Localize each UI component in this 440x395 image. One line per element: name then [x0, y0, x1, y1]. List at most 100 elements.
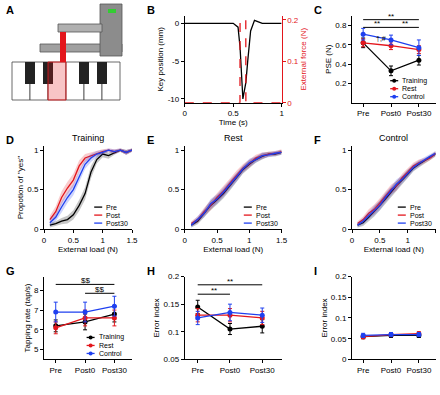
svg-text:I: I — [314, 265, 317, 277]
svg-text:0.8: 0.8 — [335, 21, 347, 30]
svg-text:1.5: 1.5 — [276, 236, 288, 245]
svg-text:Propotion of "yes": Propotion of "yes" — [16, 156, 25, 220]
svg-text:Error index: Error index — [320, 298, 329, 337]
svg-text:Post30: Post30 — [106, 220, 128, 227]
svg-text:C: C — [314, 4, 322, 16]
svg-text:0: 0 — [175, 19, 180, 28]
svg-text:0: 0 — [287, 99, 292, 108]
svg-text:0.1: 0.1 — [287, 57, 299, 66]
svg-text:0: 0 — [183, 236, 188, 245]
svg-text:0.5: 0.5 — [168, 185, 180, 194]
svg-text:Pre: Pre — [256, 204, 267, 211]
svg-text:$$: $$ — [81, 276, 90, 285]
svg-text:External load (N): External load (N) — [364, 245, 424, 254]
svg-text:Training: Training — [99, 333, 124, 341]
svg-text:Post30: Post30 — [102, 366, 127, 375]
svg-text:F: F — [314, 134, 321, 146]
svg-text:Rest: Rest — [99, 342, 113, 349]
svg-text:Post0: Post0 — [381, 109, 402, 118]
svg-text:Control: Control — [402, 93, 425, 100]
svg-text:Time (s): Time (s) — [219, 118, 248, 127]
svg-text:5: 5 — [34, 345, 39, 354]
svg-text:H: H — [147, 265, 155, 277]
svg-text:8: 8 — [34, 286, 39, 295]
svg-text:E: E — [147, 134, 154, 146]
svg-text:0: 0 — [342, 355, 347, 364]
svg-text:1.5: 1.5 — [126, 236, 138, 245]
svg-text:-10: -10 — [168, 95, 180, 104]
svg-text:0.5: 0.5 — [27, 185, 39, 194]
svg-text:Error index: Error index — [152, 298, 161, 337]
svg-text:1: 1 — [100, 236, 105, 245]
svg-text:Pre: Pre — [191, 366, 204, 375]
svg-text:External load (N): External load (N) — [58, 245, 118, 254]
svg-text:1: 1 — [247, 236, 252, 245]
svg-text:0: 0 — [350, 236, 355, 245]
svg-text:1: 1 — [406, 236, 411, 245]
svg-text:0: 0 — [342, 225, 347, 234]
svg-text:0.2: 0.2 — [335, 272, 347, 281]
svg-text:**: ** — [374, 19, 380, 28]
svg-text:Post30: Post30 — [406, 366, 431, 375]
svg-text:Post0: Post0 — [75, 366, 96, 375]
svg-text:0: 0 — [42, 236, 47, 245]
svg-text:B: B — [147, 4, 155, 16]
svg-text:External load (N): External load (N) — [203, 245, 263, 254]
svg-text:0: 0 — [34, 225, 39, 234]
svg-text:$$: $$ — [95, 285, 104, 294]
svg-text:0.5: 0.5 — [68, 236, 80, 245]
svg-text:Post: Post — [410, 212, 424, 219]
svg-text:0.15: 0.15 — [164, 300, 180, 309]
svg-text:Rest: Rest — [402, 85, 416, 92]
svg-text:Post30: Post30 — [256, 220, 278, 227]
svg-text:Post: Post — [106, 212, 120, 219]
svg-text:**: ** — [227, 277, 233, 286]
svg-text:Training: Training — [72, 133, 104, 143]
svg-text:0.2: 0.2 — [287, 16, 299, 25]
svg-text:0.05: 0.05 — [164, 355, 180, 364]
svg-text:0.1: 0.1 — [168, 328, 180, 337]
svg-text:6: 6 — [34, 326, 39, 335]
svg-text:-5: -5 — [172, 57, 180, 66]
svg-text:1: 1 — [175, 146, 180, 155]
svg-text:**: ** — [211, 286, 217, 295]
svg-text:Post30: Post30 — [410, 220, 432, 227]
svg-text:Pre: Pre — [357, 109, 370, 118]
svg-text:**: ** — [402, 19, 408, 28]
svg-text:Pre: Pre — [50, 366, 63, 375]
svg-text:1: 1 — [34, 146, 39, 155]
svg-text:Post: Post — [256, 212, 270, 219]
svg-text:0.5: 0.5 — [335, 185, 347, 194]
svg-text:Key position (mm): Key position (mm) — [156, 27, 165, 92]
svg-text:G: G — [6, 265, 15, 277]
svg-text:0: 0 — [183, 109, 188, 118]
svg-text:0.15: 0.15 — [331, 293, 347, 302]
svg-text:Control: Control — [379, 133, 408, 143]
svg-text:A: A — [6, 4, 14, 16]
svg-text:Pre: Pre — [410, 204, 421, 211]
svg-text:Post30: Post30 — [406, 109, 431, 118]
svg-text:Post0: Post0 — [220, 366, 241, 375]
svg-text:0.5: 0.5 — [228, 109, 240, 118]
svg-text:0.5: 0.5 — [374, 236, 386, 245]
svg-text:D: D — [6, 134, 14, 146]
svg-text:0.1: 0.1 — [335, 314, 347, 323]
svg-text:1: 1 — [342, 146, 347, 155]
svg-text:Post30: Post30 — [250, 366, 275, 375]
svg-text:0: 0 — [175, 225, 180, 234]
svg-text:7: 7 — [34, 306, 39, 315]
svg-text:0.5: 0.5 — [212, 236, 224, 245]
svg-text:0.05: 0.05 — [331, 335, 347, 344]
svg-text:Control: Control — [99, 350, 122, 357]
svg-text:External force (N): External force (N) — [299, 28, 308, 91]
svg-text:PSE (N): PSE (N) — [324, 44, 333, 74]
svg-text:1: 1 — [279, 109, 284, 118]
svg-text:Pre: Pre — [357, 366, 370, 375]
svg-text:Rest: Rest — [224, 133, 243, 143]
svg-text:0.2: 0.2 — [335, 79, 347, 88]
svg-text:0.2: 0.2 — [168, 272, 180, 281]
svg-text:0.4: 0.4 — [335, 60, 347, 69]
svg-text:†,#: †,# — [376, 35, 386, 42]
svg-text:Post0: Post0 — [381, 366, 402, 375]
svg-text:Training: Training — [402, 77, 427, 85]
